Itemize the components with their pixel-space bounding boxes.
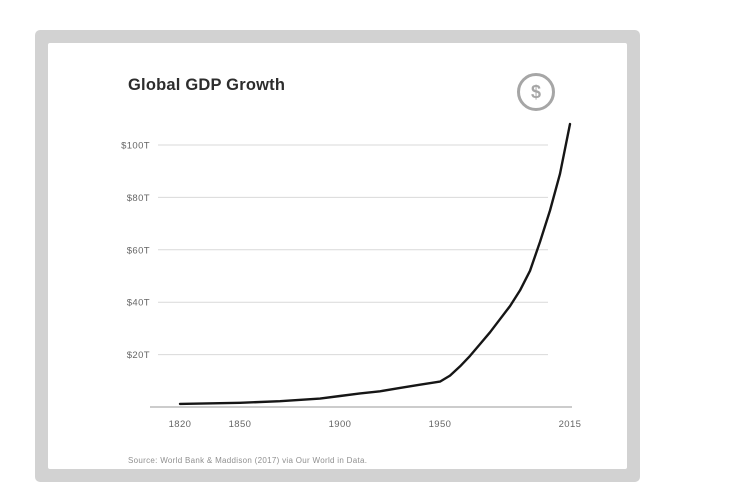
- x-axis-tick-label: 2015: [559, 419, 582, 430]
- source-text: Source: World Bank & Maddison (2017) via…: [128, 456, 368, 465]
- dollar-icon: $: [517, 73, 555, 111]
- chart-card: Global GDP Growth $ $20T $40T $60T $80T $100…: [48, 43, 627, 469]
- dollar-sign-glyph: $: [530, 81, 541, 102]
- y-axis-tick-label: $40T: [127, 298, 150, 309]
- x-axis-tick-label: 1900: [329, 419, 352, 430]
- card-frame: Global GDP Growth $ $20T $40T $60T $80T $100…: [35, 30, 640, 482]
- x-axis-tick-label: 1950: [429, 419, 452, 430]
- y-axis-tick-label: $100T: [121, 141, 150, 152]
- chart-title: Global GDP Growth: [128, 76, 286, 94]
- gdp-line-series: [178, 122, 572, 406]
- y-axis-tick-label: $60T: [127, 245, 150, 256]
- gdp-line-chart: $20T $40T $60T $80T $100T 1820 1850 1900 1950 201…: [121, 122, 582, 430]
- x-axis-tick-label: 1820: [169, 419, 192, 430]
- x-axis-tick-label: 1850: [229, 419, 252, 430]
- y-axis-tick-label: $20T: [127, 350, 150, 361]
- y-axis-tick-label: $80T: [127, 193, 150, 204]
